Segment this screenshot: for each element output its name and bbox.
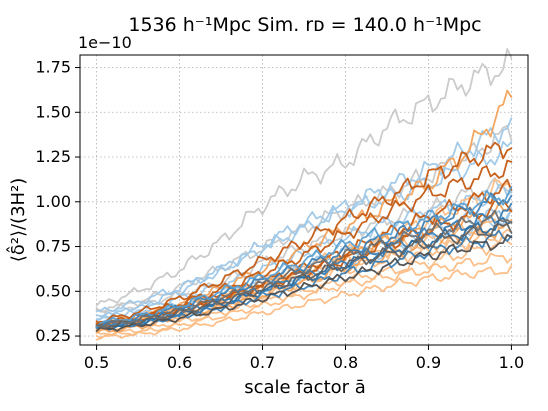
series-line [95,234,513,337]
y-tick-label: 0.75 [35,237,71,256]
series-line [95,140,513,313]
series-line [95,159,513,328]
series-line [95,209,513,328]
grid-lines [80,55,528,345]
axis-ticks: 0.5 0.6 0.7 0.8 0.9 1.0 0.25 0.50 0.75 1.00 1.25 1.… [35,58,524,372]
y-tick-label: 1.75 [35,58,71,77]
plot-frame [79,54,529,346]
series-line [95,233,513,332]
series-line [95,185,513,328]
x-tick-label: 0.8 [333,353,358,372]
series-line [95,48,513,307]
chart-title: 1536 h⁻¹Mpc Sim. rᴅ = 140.0 h⁻¹Mpc [128,14,481,36]
series-line [95,192,513,329]
y-tick-label: 0.25 [35,326,71,345]
x-tick-label: 1.0 [499,353,524,372]
x-tick-label: 0.7 [250,353,275,372]
y-axis-label: ⟨δ̂²⟩/(3H²) [6,178,29,263]
y-tick-label: 1.50 [35,102,71,121]
series-line [95,222,513,330]
x-tick-label: 0.5 [84,353,109,372]
y-axis-offset-label: 1e−10 [78,33,132,52]
y-tick-label: 1.00 [35,192,71,211]
y-tick-label: 0.50 [35,281,71,300]
series-line [95,264,513,341]
x-tick-label: 0.9 [416,353,441,372]
x-tick-label: 0.6 [167,353,192,372]
series-line [95,229,513,329]
x-axis-label: scale factor ā [244,377,366,398]
y-tick-label: 1.25 [35,147,71,166]
series-lines [95,48,513,341]
series-line [95,141,513,325]
